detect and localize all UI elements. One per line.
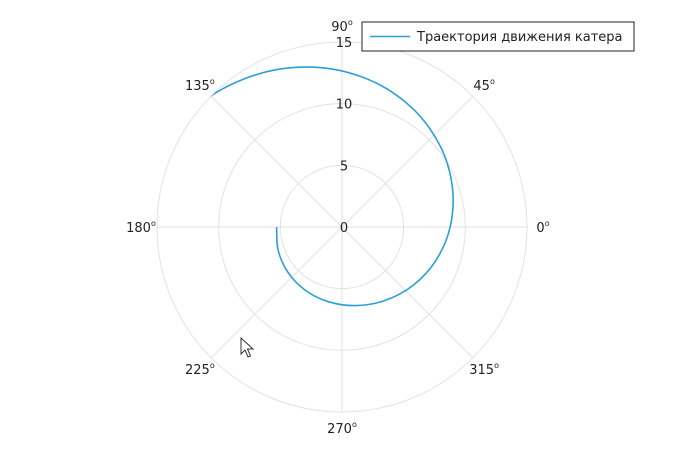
angle-tick-label: 90o <box>331 18 353 35</box>
grid-spoke <box>341 95 474 228</box>
series-layer <box>157 66 454 307</box>
radial-tick-label: 5 <box>340 159 348 174</box>
angle-tick-label: 315o <box>469 361 499 378</box>
legend-label: Траектория движения катера <box>416 30 623 45</box>
radial-tick-label: 0 <box>340 221 348 236</box>
series-line-0 <box>157 66 454 307</box>
angle-tick-label: 0o <box>536 219 549 236</box>
radial-tick-label: 15 <box>336 36 353 51</box>
angle-tick-label: 225o <box>185 361 215 378</box>
grid-spoke <box>210 226 343 359</box>
angle-tick-label: 135o <box>185 77 215 94</box>
legend: Траектория движения катера <box>361 21 635 52</box>
angle-tick-label: 45o <box>473 77 495 94</box>
angle-tick-label: 270o <box>327 420 357 437</box>
grid-spoke <box>341 226 474 359</box>
angle-tick-label: 180o <box>126 219 156 236</box>
radial-tick-label: 10 <box>336 98 353 113</box>
axis-labels: 0o 45o 90o 135o 180o 225o 270o 315o 0 5 10 15 <box>126 18 550 437</box>
mouse-cursor-icon <box>240 336 255 358</box>
polar-grid <box>156 41 528 413</box>
grid-spoke <box>210 95 343 228</box>
